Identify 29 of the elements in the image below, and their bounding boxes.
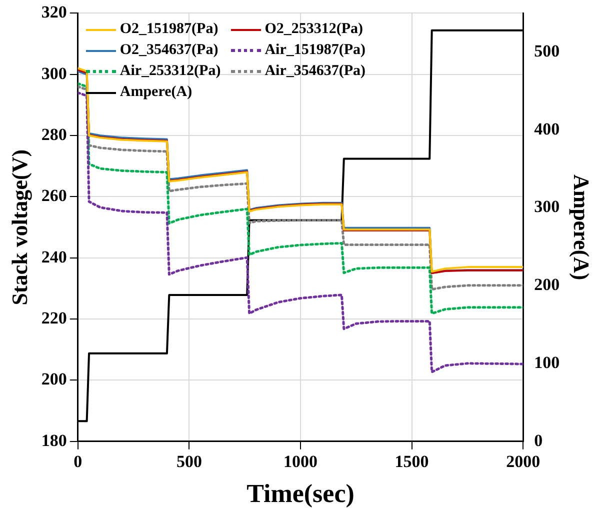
legend-label: Ampere(A) bbox=[120, 83, 192, 102]
y2-tick-label: 500 bbox=[534, 42, 560, 61]
x-tick-label: 500 bbox=[176, 452, 202, 471]
legend-label: O2_354637(Pa) bbox=[120, 41, 218, 60]
x-axis-title: Time(sec) bbox=[246, 479, 354, 508]
legend-label: Air_151987(Pa) bbox=[264, 41, 366, 60]
x-tick-label: 0 bbox=[74, 452, 82, 471]
y-tick-label: 300 bbox=[41, 64, 67, 83]
x-tick-label: 2000 bbox=[506, 452, 540, 471]
y-tick-label: 180 bbox=[41, 430, 67, 450]
legend-label: Air_354637(Pa) bbox=[264, 62, 366, 82]
y2-tick-label: 200 bbox=[534, 275, 560, 294]
y-tick-label: 260 bbox=[41, 186, 67, 206]
y-tick-label: 220 bbox=[41, 308, 67, 328]
y2-axis-title: Ampere(A) bbox=[569, 174, 594, 280]
y-tick-label: 280 bbox=[41, 124, 67, 144]
y-axis-title: Stack voltage(V) bbox=[6, 149, 32, 306]
y2-tick-label: 0 bbox=[534, 430, 543, 450]
y-tick-label: 320 bbox=[41, 2, 67, 22]
x-tick-label: 1000 bbox=[284, 452, 318, 471]
y2-tick-label: 100 bbox=[534, 352, 560, 372]
y-tick-label: 240 bbox=[41, 247, 67, 266]
y2-tick-label: 300 bbox=[534, 197, 560, 216]
x-tick-label: 1500 bbox=[394, 452, 429, 471]
legend-label: Air_253312(Pa) bbox=[120, 62, 221, 82]
legend-label: O2_151987(Pa) bbox=[120, 20, 218, 40]
y-tick-label: 200 bbox=[41, 370, 67, 389]
y2-tick-label: 400 bbox=[534, 119, 560, 138]
legend-label: O2_253312(Pa) bbox=[264, 20, 364, 40]
